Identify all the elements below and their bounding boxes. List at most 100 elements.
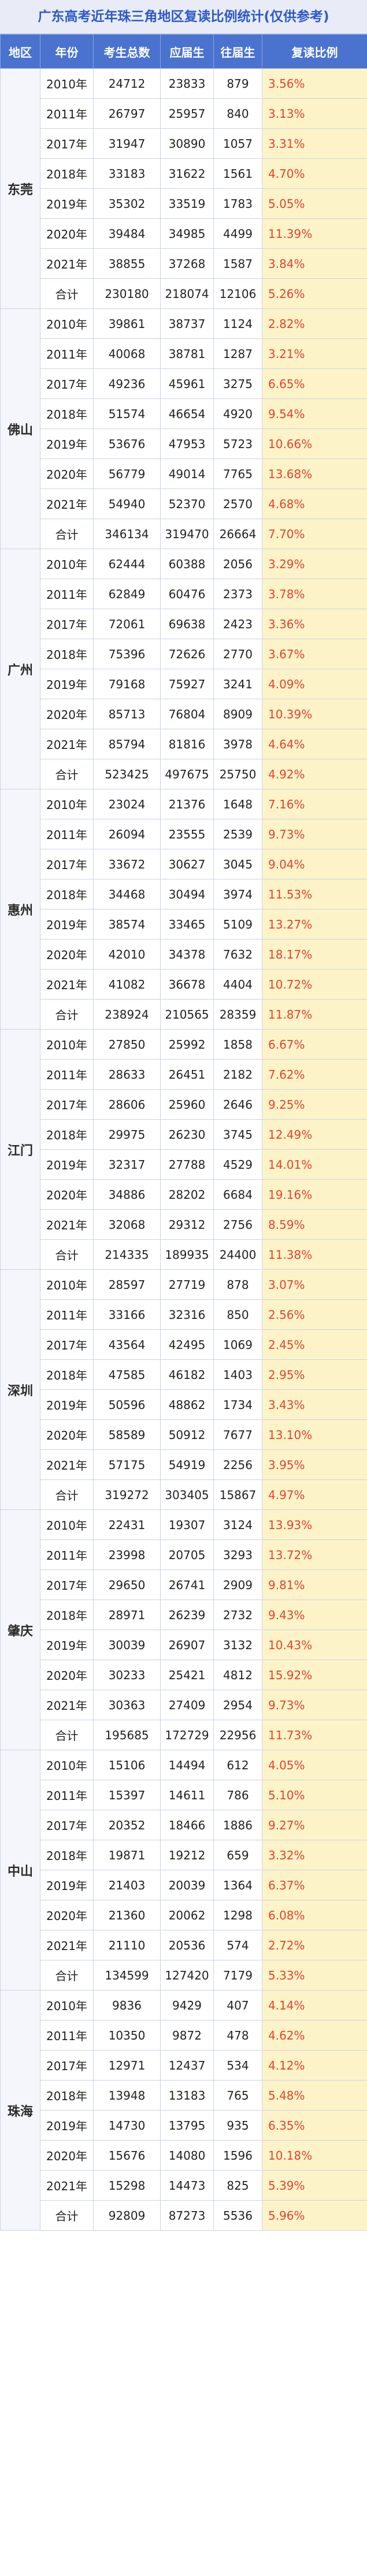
fresh-cell: 87273 (160, 2200, 214, 2231)
table-total-row: 合计 134599 127420 7179 5.33% (1, 1960, 367, 1990)
ratio-cell: 4.62% (262, 2020, 367, 2051)
repeat-cell: 5109 (213, 909, 262, 940)
table-row: 2019年 21403 20039 1364 6.37% (1, 1870, 367, 1900)
year-cell: 2020年 (40, 1900, 94, 1930)
ratio-cell: 3.95% (262, 1449, 367, 1480)
year-cell: 2020年 (40, 1660, 94, 1690)
total-cell: 346134 (93, 519, 161, 549)
year-cell: 2010年 (40, 1750, 94, 1780)
ratio-cell: 9.54% (262, 398, 367, 429)
total-cell: 214335 (93, 1239, 161, 1270)
fresh-cell: 14494 (160, 1750, 214, 1780)
ratio-cell: 5.10% (262, 1780, 367, 1810)
fresh-cell: 75927 (160, 669, 214, 699)
table-total-row: 合计 195685 172729 22956 11.73% (1, 1720, 367, 1750)
table-total-row: 合计 230180 218074 12106 5.26% (1, 278, 367, 309)
fresh-cell: 26741 (160, 1570, 214, 1600)
fresh-cell: 26451 (160, 1059, 214, 1090)
fresh-cell: 38737 (160, 308, 214, 339)
ratio-cell: 11.39% (262, 218, 367, 249)
page-title: 广东高考近年珠三角地区复读比例统计(仅供参考) (0, 0, 367, 34)
repeat-cell: 1403 (213, 1359, 262, 1390)
ratio-cell: 4.12% (262, 2050, 367, 2081)
year-cell: 合计 (40, 1960, 94, 1990)
repeat-cell: 1734 (213, 1389, 262, 1420)
ratio-cell: 4.68% (262, 489, 367, 519)
repeat-cell: 1561 (213, 158, 262, 189)
header-repeat: 往届生 (213, 34, 262, 69)
table-row: 2021年 38855 37268 1587 3.84% (1, 248, 367, 279)
total-cell: 53676 (93, 428, 161, 459)
table-row: 2021年 32068 29312 2756 8.59% (1, 1209, 367, 1240)
total-cell: 9836 (93, 1990, 161, 2020)
table-row: 2019年 14730 13795 935 6.35% (1, 2110, 367, 2141)
year-cell: 2019年 (40, 188, 94, 219)
total-cell: 523425 (93, 759, 161, 789)
repeat-cell: 4920 (213, 398, 262, 429)
total-cell: 15106 (93, 1750, 161, 1780)
ratio-cell: 9.43% (262, 1600, 367, 1630)
repeat-cell: 3275 (213, 368, 262, 399)
repeat-cell: 878 (213, 1269, 262, 1300)
table-row: 2018年 75396 72626 2770 3.67% (1, 639, 367, 669)
total-cell: 10350 (93, 2020, 161, 2051)
fresh-cell: 31622 (160, 158, 214, 189)
table-row: 2011年 62849 60476 2373 3.78% (1, 579, 367, 609)
fresh-cell: 127420 (160, 1960, 214, 1990)
fresh-cell: 72626 (160, 639, 214, 669)
repeat-cell: 1858 (213, 1029, 262, 1060)
table-row: 2020年 30233 25421 4812 15.92% (1, 1660, 367, 1690)
table-row: 2011年 26094 23555 2539 9.73% (1, 819, 367, 849)
total-cell: 79168 (93, 669, 161, 699)
table-row: 2018年 33183 31622 1561 4.70% (1, 158, 367, 189)
table-row: 佛山 2010年 39861 38737 1124 2.82% (0, 308, 367, 549)
table-row: 东莞 2010年 24712 23833 879 3.56% (0, 68, 367, 309)
table-row: 江门 2010年 27850 25992 1858 6.67% (0, 1029, 367, 1270)
year-cell: 2020年 (40, 218, 94, 249)
fresh-cell: 189935 (160, 1239, 214, 1270)
fresh-cell: 26907 (160, 1630, 214, 1660)
repeat-cell: 4529 (213, 1149, 262, 1180)
repeat-cell: 2732 (213, 1600, 262, 1630)
fresh-cell: 30627 (160, 849, 214, 879)
table-row: 2017年 49236 45961 3275 6.65% (1, 368, 367, 399)
year-cell: 2021年 (40, 2170, 94, 2201)
repeat-cell: 4404 (213, 969, 262, 1000)
region-cell: 中山 (0, 1750, 40, 1990)
ratio-cell: 9.81% (262, 1570, 367, 1600)
ratio-cell: 3.07% (262, 1269, 367, 1300)
ratio-cell: 9.73% (262, 819, 367, 849)
repeat-cell: 15867 (213, 1479, 262, 1510)
total-cell: 19871 (93, 1840, 161, 1870)
fresh-cell: 36678 (160, 969, 214, 1000)
table-row: 2020年 56779 49014 7765 13.68% (1, 458, 367, 489)
total-cell: 15298 (93, 2170, 161, 2201)
ratio-cell: 2.45% (262, 1329, 367, 1360)
year-cell: 2011年 (40, 338, 94, 369)
table-total-row: 合计 92809 87273 5536 5.96% (1, 2200, 367, 2231)
year-cell: 2017年 (40, 1570, 94, 1600)
table-row: 2019年 35302 33519 1783 5.05% (1, 188, 367, 219)
header-fresh: 应届生 (160, 34, 214, 69)
total-cell: 29650 (93, 1570, 161, 1600)
year-cell: 2011年 (40, 1539, 94, 1570)
fresh-cell: 27409 (160, 1690, 214, 1720)
year-cell: 2010年 (40, 1269, 94, 1300)
fresh-cell: 20062 (160, 1900, 214, 1930)
table-row: 广州 2010年 62444 60388 2056 3.29% (0, 549, 367, 789)
fresh-cell: 19307 (160, 1509, 214, 1540)
table-row: 2018年 19871 19212 659 3.32% (1, 1840, 367, 1870)
table-row: 2017年 29650 26741 2909 9.81% (1, 1570, 367, 1600)
year-cell: 合计 (40, 519, 94, 549)
total-cell: 20352 (93, 1810, 161, 1840)
repeat-cell: 1783 (213, 188, 262, 219)
table-row: 中山 2010年 15106 14494 612 4.05% (0, 1750, 367, 1990)
repeat-cell: 407 (213, 1990, 262, 2020)
repeat-cell: 2373 (213, 579, 262, 609)
fresh-cell: 60476 (160, 579, 214, 609)
repeat-cell: 612 (213, 1750, 262, 1780)
year-cell: 合计 (40, 1479, 94, 1510)
year-cell: 2019年 (40, 2110, 94, 2141)
ratio-cell: 6.67% (262, 1029, 367, 1060)
repeat-cell: 3132 (213, 1630, 262, 1660)
